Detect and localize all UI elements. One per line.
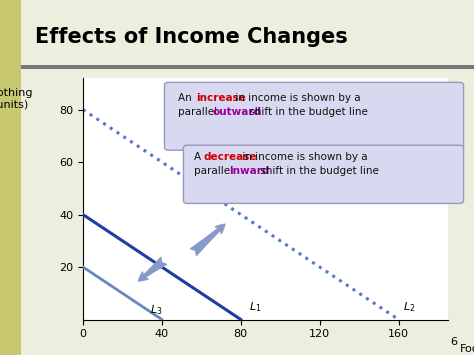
FancyBboxPatch shape bbox=[183, 145, 464, 203]
Text: parallel: parallel bbox=[194, 166, 237, 176]
Y-axis label: Clothing
(units): Clothing (units) bbox=[0, 88, 33, 109]
Text: in income is shown by a: in income is shown by a bbox=[239, 152, 368, 162]
Text: decrease: decrease bbox=[204, 152, 257, 162]
Text: shift in the budget line: shift in the budget line bbox=[257, 166, 379, 176]
Text: parallel: parallel bbox=[178, 107, 220, 117]
Text: $L_2$: $L_2$ bbox=[402, 300, 415, 314]
Text: increase: increase bbox=[196, 93, 246, 103]
Text: $L_3$: $L_3$ bbox=[150, 303, 163, 317]
Text: $L_1$: $L_1$ bbox=[249, 300, 261, 314]
Text: in income is shown by a: in income is shown by a bbox=[232, 93, 361, 103]
Text: An: An bbox=[178, 93, 195, 103]
Text: outward: outward bbox=[212, 107, 261, 117]
Text: Effects of Income Changes: Effects of Income Changes bbox=[35, 27, 347, 47]
Text: A: A bbox=[194, 152, 205, 162]
Text: inward: inward bbox=[229, 166, 269, 176]
Text: 6: 6 bbox=[450, 337, 457, 347]
FancyBboxPatch shape bbox=[164, 82, 464, 150]
Text: shift in the budget line: shift in the budget line bbox=[246, 107, 367, 117]
X-axis label: Food
(units): Food (units) bbox=[456, 344, 474, 355]
